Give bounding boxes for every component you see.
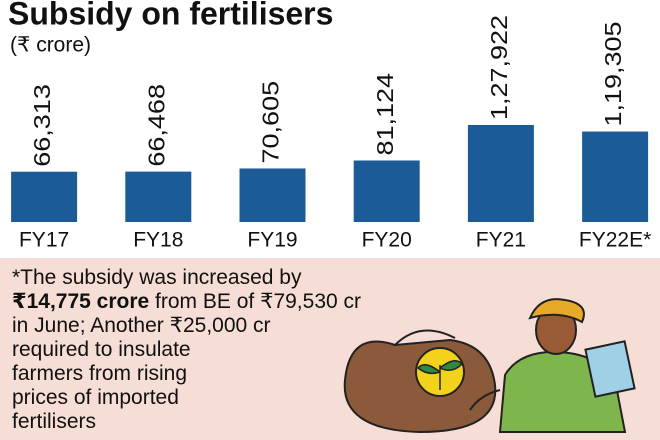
note-line: fertilisers (12, 410, 96, 433)
value-label: 81,124 (373, 73, 399, 156)
x-tick-label: FY17 (19, 229, 69, 252)
bar (353, 160, 420, 222)
note-line: *The subsidy was increased by (12, 266, 302, 289)
x-tick-label: FY20 (362, 229, 412, 252)
bar (467, 125, 534, 222)
note-text: farmers from rising (12, 362, 187, 385)
x-tick-label: FY18 (133, 229, 183, 252)
note-text: in June; Another ₹25,000 cr (12, 314, 271, 337)
bar (125, 171, 192, 222)
chart-title: Subsidy on fertilisers (8, 0, 333, 31)
value-label: 66,313 (30, 84, 56, 167)
value-label: 66,468 (144, 84, 170, 167)
note-text: prices of imported (12, 386, 179, 409)
note-line: in June; Another ₹25,000 cr (12, 314, 271, 337)
bar (11, 171, 78, 222)
note-line: prices of imported (12, 386, 179, 409)
value-label: 1,27,922 (487, 15, 513, 120)
bar (239, 168, 306, 222)
value-label: 70,605 (258, 81, 284, 164)
illustration (343, 298, 636, 434)
note-line: required to insulate (12, 338, 191, 361)
x-tick-label: FY21 (476, 229, 526, 252)
note-line: ₹14,775 crore from BE of ₹79,530 cr (12, 290, 361, 313)
x-tick-label: FY22E* (579, 229, 651, 252)
note-text: *The subsidy was increased by (12, 266, 302, 289)
note-text: fertilisers (12, 410, 96, 433)
note-text: required to insulate (12, 338, 191, 361)
note-text: from BE of ₹79,530 cr (149, 290, 361, 313)
note-line: farmers from rising (12, 362, 187, 385)
bar (582, 131, 649, 222)
note-text: ₹14,775 crore (12, 290, 149, 313)
note: *The subsidy was increased by₹14,775 cro… (12, 266, 361, 433)
value-label: 1,19,305 (601, 21, 627, 126)
x-tick-label: FY19 (247, 229, 297, 252)
chart-subtitle: (₹ crore) (10, 34, 91, 57)
